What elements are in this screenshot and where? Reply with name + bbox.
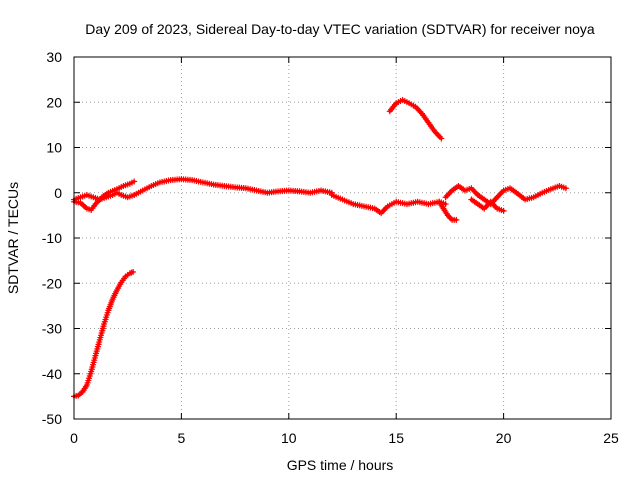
y-tick-label: 20 — [46, 94, 62, 110]
data-point — [131, 178, 138, 185]
chart-title: Day 209 of 2023, Sidereal Day-to-day VTE… — [85, 21, 595, 37]
data-point — [453, 216, 460, 223]
x-tick-label: 5 — [178, 430, 186, 446]
x-tick-label: 20 — [496, 430, 512, 446]
y-tick-label: -50 — [42, 411, 62, 427]
y-tick-label: -20 — [42, 275, 62, 291]
data-point — [130, 268, 137, 275]
grid-lines — [74, 57, 611, 419]
series-segment-e — [328, 192, 449, 217]
series-segment-c — [71, 189, 138, 203]
data-point — [438, 135, 445, 142]
y-tick-label: 30 — [46, 49, 62, 65]
data-point — [562, 185, 569, 192]
x-tick-label: 0 — [70, 430, 78, 446]
series-segment-f — [436, 198, 460, 223]
series-segment-d — [131, 176, 335, 199]
y-axis-label: SDTVAR / TECUs — [5, 182, 21, 294]
series-segment-g — [442, 182, 569, 208]
x-tick-label: 15 — [388, 430, 404, 446]
data-point — [442, 201, 449, 208]
y-tick-label: -30 — [42, 321, 62, 337]
data-points — [71, 96, 569, 400]
series-trace — [72, 270, 135, 398]
axis-tick-labels: 0 5 10 15 20 25 -50 -40 -30 -20 -10 0 10 20 30 — [42, 49, 619, 446]
series-segment-a — [71, 268, 137, 400]
plot-border — [73, 56, 612, 420]
series-segment-i — [386, 96, 445, 142]
y-tick-label: -10 — [42, 230, 62, 246]
series-segment-h — [468, 196, 507, 214]
x-tick-label: 10 — [281, 430, 297, 446]
x-tick-label: 25 — [603, 430, 619, 446]
x-axis-label: GPS time / hours — [287, 457, 394, 473]
data-point — [500, 207, 507, 214]
y-tick-label: 0 — [54, 185, 62, 201]
y-tick-label: 10 — [46, 140, 62, 156]
y-tick-label: -40 — [42, 366, 62, 382]
